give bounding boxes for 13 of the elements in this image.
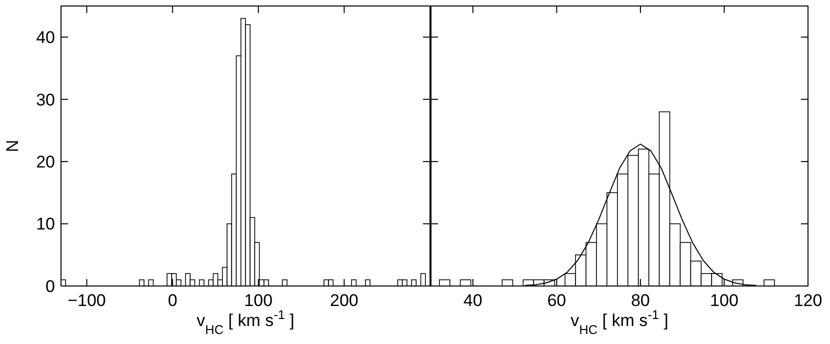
x-tick-label: 120 [794,291,822,310]
x-tick-label: 100 [710,291,738,310]
x-tick-label: 60 [547,291,566,310]
y-tick-label: 10 [36,214,55,234]
y-tick-label: 40 [36,28,55,48]
x-tick-label: 40 [463,291,482,310]
y-axis-title: N [3,140,22,152]
x-tick-label: 0 [168,291,178,310]
y-tick-label: 0 [46,276,55,296]
y-tick-label: 20 [36,152,55,172]
x-tick-label: −100 [68,291,106,310]
x-tick-label: 200 [330,291,358,310]
y-tick-label: 30 [36,90,55,110]
